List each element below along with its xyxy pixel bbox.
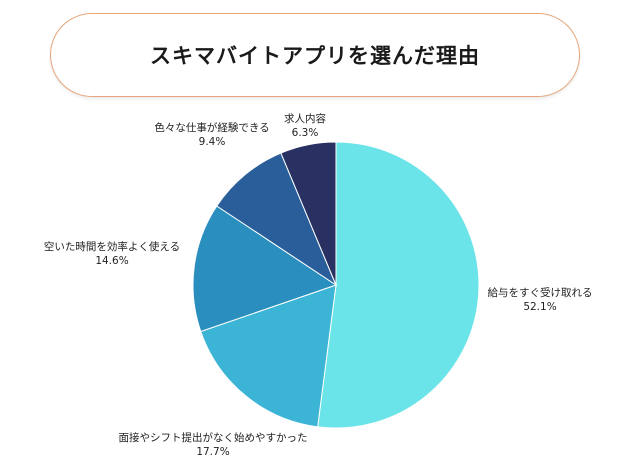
pie-slice: [200, 284, 337, 428]
chart-title: スキマバイトアプリを選んだ理由: [150, 44, 480, 68]
slice-value-label: 9.4%: [199, 136, 226, 148]
slice-label: 面接やシフト提出がなく始めやすかった: [119, 431, 308, 444]
pie-slice: [192, 205, 338, 333]
pie-slice: [216, 152, 338, 287]
slice-value-label: 14.6%: [95, 255, 128, 267]
pie-slice: [280, 141, 337, 286]
slice-label: 求人内容: [284, 112, 326, 125]
slice-label: 色々な仕事が経験できる: [154, 121, 269, 134]
slice-label: 空いた時間を効率よく使える: [44, 240, 180, 253]
slice-value-label: 17.7%: [196, 446, 229, 458]
slice-label: 給与をすぐ受け取れる: [488, 286, 593, 299]
slice-value-label: 6.3%: [292, 127, 319, 139]
slice-value-label: 52.1%: [523, 301, 556, 313]
chart-title-box: スキマバイトアプリを選んだ理由: [50, 13, 580, 97]
pie-slice: [317, 141, 480, 429]
